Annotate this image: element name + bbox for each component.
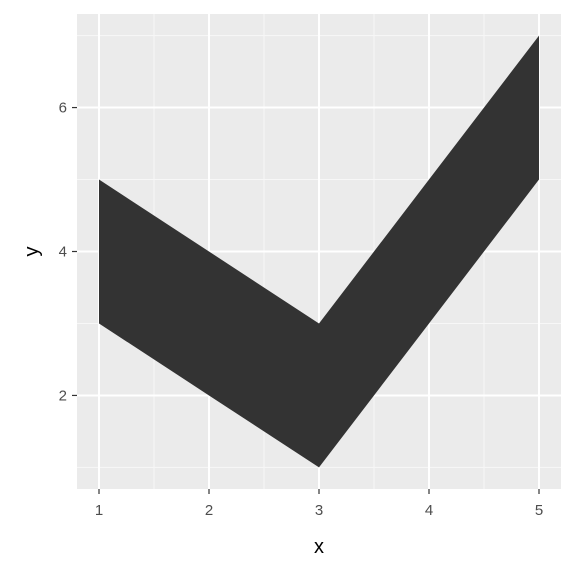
x-tick-label: 3 [315, 502, 323, 519]
y-tick-label: 6 [59, 100, 67, 117]
x-axis-title: x [314, 536, 324, 558]
ribbon-area [99, 35, 539, 468]
y-axis: 2 4 6 [59, 100, 77, 404]
x-tick-label: 2 [205, 502, 213, 519]
x-tick-label: 1 [95, 502, 103, 519]
x-tick-label: 4 [425, 502, 433, 519]
y-axis-title: y [21, 247, 43, 257]
x-axis: 1 2 3 4 5 [95, 489, 543, 519]
y-tick-label: 2 [59, 387, 67, 404]
y-tick-label: 4 [59, 244, 67, 261]
x-tick-label: 5 [535, 502, 543, 519]
